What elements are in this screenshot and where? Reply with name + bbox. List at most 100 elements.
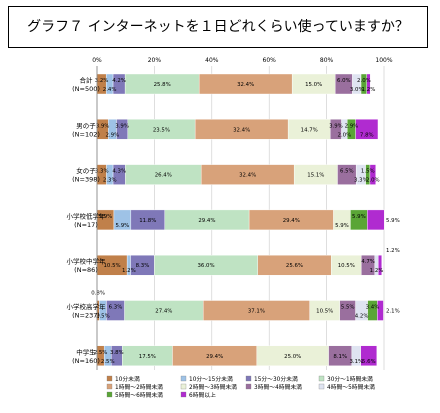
data-label: 2.0% <box>357 78 371 84</box>
segment-labels: 3.2% 2.4% 4.2% 25.8% 32.4% 15.0% 6.0% 3.0% 2.0% 1… <box>91 78 399 365</box>
data-label: 5.9% <box>335 223 349 229</box>
data-label: 27.4% <box>155 309 172 315</box>
data-label: 29.4% <box>206 354 223 360</box>
legend: 10分未満 10分～15分未満 15分～30分未満 30分～1時間未満 1時間～2時間未… <box>106 375 375 399</box>
data-label: 2.1% <box>386 309 400 315</box>
data-label: 25.0% <box>284 354 301 360</box>
category-label: 合計 <box>80 76 94 85</box>
legend-label: 15分～30分未満 <box>254 375 298 383</box>
data-label: 3.9% <box>96 123 110 129</box>
legend-label: 5時間～6時間未満 <box>115 391 163 399</box>
category-n-label: (N=500) <box>72 85 100 93</box>
data-label: 3.3% <box>354 178 368 184</box>
data-label: 6.5% <box>340 169 354 175</box>
legend-label: 2時間～3時間未満 <box>189 383 237 391</box>
data-label: 5.9% <box>386 218 400 224</box>
category-n-label: (N=398) <box>72 176 100 184</box>
data-label: 4.2% <box>355 314 369 320</box>
legend-swatch <box>318 375 325 382</box>
category-n-label: (N=86) <box>74 266 98 274</box>
data-label: 15.1% <box>307 173 324 179</box>
legend-swatch <box>106 375 113 382</box>
bar-segment <box>360 345 378 366</box>
data-label: 4.3% <box>112 169 126 175</box>
data-label: 29.4% <box>198 218 215 224</box>
legend-swatch <box>318 383 325 390</box>
category-n-label: (N=17) <box>74 221 98 229</box>
data-label: 2.9% <box>106 132 120 138</box>
legend-swatch <box>180 391 187 398</box>
bar-segment <box>367 300 378 321</box>
data-label: 5.6% <box>362 359 376 365</box>
data-label: 32.4% <box>239 173 256 179</box>
data-label: 2.4% <box>103 87 117 93</box>
category-labels: 合計(N=500) 男の子(N=102) 女の子(N=398) 小学校低学年(N=17… <box>67 76 107 365</box>
data-label: 1.2% <box>370 268 384 274</box>
data-label: 3.4% <box>366 305 380 311</box>
title-box: グラフ７ インターネットを１日どれくらい使っていますか？ <box>8 6 428 48</box>
data-label: 15.0% <box>305 82 322 88</box>
category-n-label: (N=102) <box>72 130 100 138</box>
data-label: 7.8% <box>360 132 374 138</box>
data-label: 37.1% <box>248 309 265 315</box>
legend-label: 30分～1時間未満 <box>327 375 373 383</box>
legend-swatch <box>180 375 187 382</box>
data-label: 25.8% <box>154 82 171 88</box>
x-tick-label: 80% <box>320 57 334 64</box>
data-label: 2.5% <box>94 350 108 356</box>
chart-title: グラフ７ インターネットを１日どれくらい使っていますか？ <box>27 19 409 35</box>
data-label: 17.5% <box>139 354 156 360</box>
data-label: 6.0% <box>337 78 351 84</box>
data-label: 14.7% <box>301 127 318 133</box>
data-label: 1.2% <box>362 87 376 93</box>
legend-label: 3時間～4時間未満 <box>254 383 302 391</box>
category-label: 小学校低学年 <box>67 211 107 220</box>
category-label: 中学生 <box>76 347 96 356</box>
x-axis: 0% 20% 40% 60% 80% 100% <box>92 57 393 370</box>
data-label: 25.6% <box>286 263 303 269</box>
category-label: 男の子 <box>76 122 96 130</box>
data-label: 1.2% <box>122 268 136 274</box>
data-label: 5.9% <box>352 214 366 220</box>
legend-swatch <box>245 375 252 382</box>
data-label: 2.5% <box>101 359 115 365</box>
data-label: 23.5% <box>153 127 170 133</box>
bar-segment <box>339 300 356 321</box>
data-label: 5.9% <box>99 214 113 220</box>
data-label: 8.3% <box>136 263 150 269</box>
data-label: 3.0% <box>350 87 364 93</box>
bar-segment <box>377 300 384 321</box>
data-label: 4.2% <box>112 78 126 84</box>
legend-label: 10分～15分未満 <box>189 375 233 383</box>
data-label: 26.4% <box>155 173 172 179</box>
category-n-label: (N=160) <box>72 357 100 365</box>
data-label: 2.9% <box>345 123 359 129</box>
x-tick-label: 100% <box>375 57 392 64</box>
data-label: 3.3% <box>95 169 109 175</box>
data-label: 6.3% <box>109 305 123 311</box>
data-label: 1.5% <box>361 169 375 175</box>
data-label: 4.7% <box>361 259 375 265</box>
data-label: 32.4% <box>237 82 254 88</box>
data-label: 3.9% <box>115 123 129 129</box>
category-label: 女の子 <box>76 166 96 175</box>
legend-swatch <box>245 383 252 390</box>
data-label: 3.1% <box>349 359 363 365</box>
bar-segment <box>367 209 385 231</box>
legend-label: 10分未満 <box>115 375 140 383</box>
bar-segment <box>366 73 371 95</box>
x-tick-label: 0% <box>92 57 102 64</box>
bars <box>96 73 385 366</box>
legend-swatch <box>106 383 113 390</box>
data-label: 0.8% <box>91 291 105 297</box>
data-label: 11.8% <box>139 218 156 224</box>
legend-label: 1時間～2時間未満 <box>115 383 163 391</box>
data-label: 1.2% <box>386 248 400 254</box>
legend-swatch <box>180 383 187 390</box>
data-label: 29.4% <box>283 218 300 224</box>
data-label: 32.4% <box>233 127 250 133</box>
bar-segment <box>369 164 376 185</box>
data-label: 10.5% <box>104 263 121 269</box>
data-label: 2.3% <box>103 178 117 184</box>
